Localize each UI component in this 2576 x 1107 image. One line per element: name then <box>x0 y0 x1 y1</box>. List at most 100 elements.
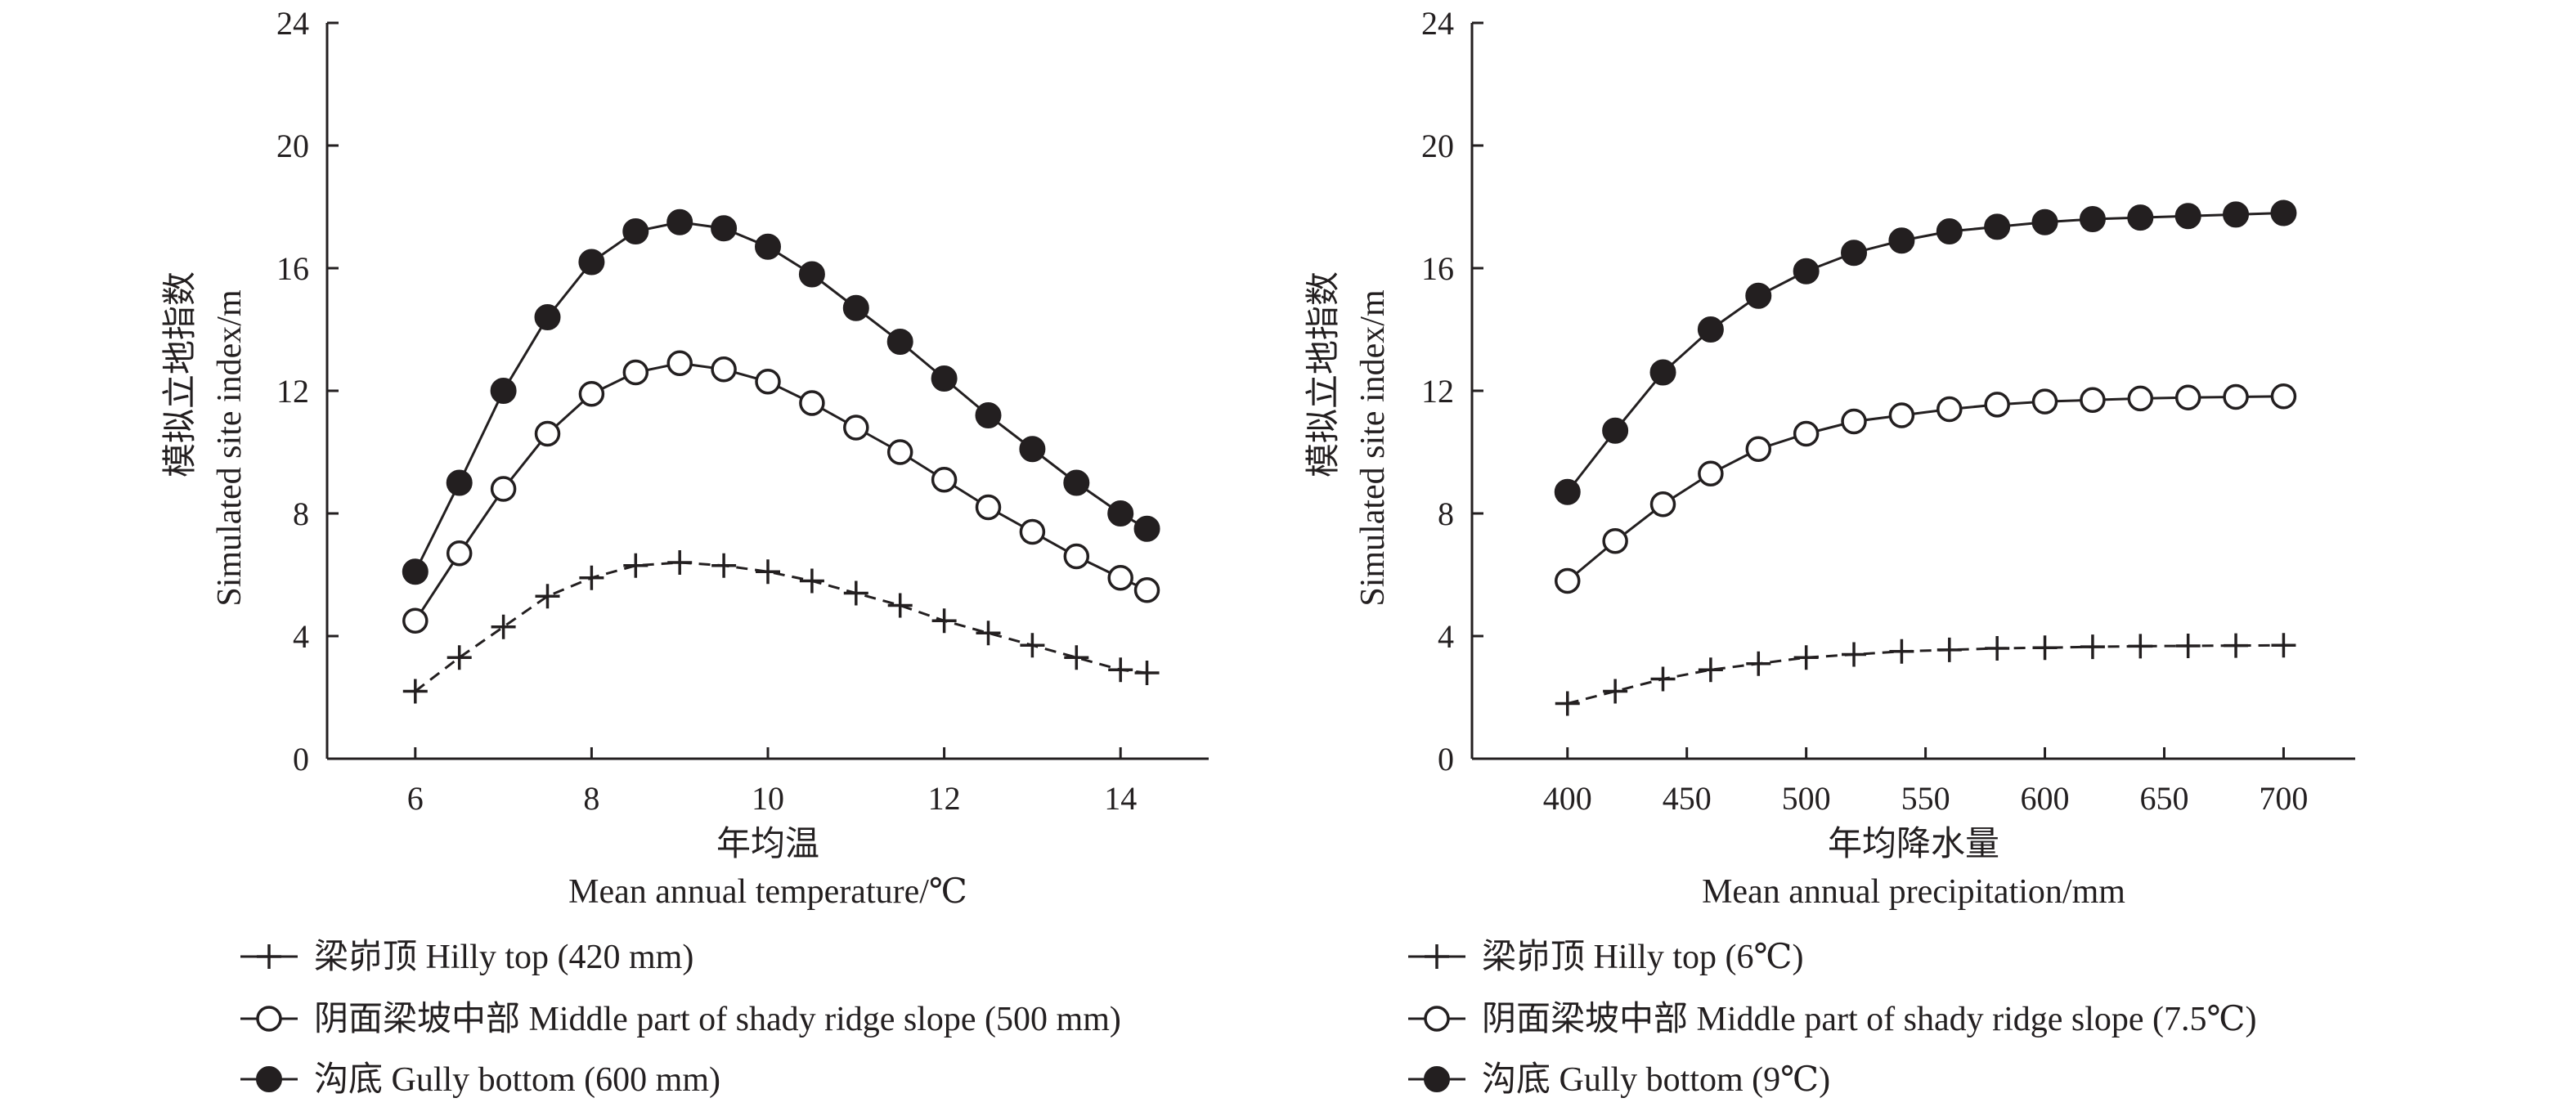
data-point <box>886 439 913 465</box>
y-tick-label: 20 <box>1421 128 1454 164</box>
legend-label: 阴面梁坡中部 Middle part of shady ridge slope … <box>1482 1001 2257 1038</box>
data-point <box>2223 383 2249 410</box>
data-point <box>842 294 869 321</box>
data-point <box>1888 402 1915 428</box>
data-point <box>931 467 958 493</box>
x-tick-label: 12 <box>928 780 961 817</box>
data-point <box>1793 258 1820 285</box>
data-point <box>534 304 561 330</box>
legend-marker <box>256 1006 282 1032</box>
chart-precipitation: 0 4 8 12 16 20 24 400 450 500 550 600 650 700 年均降水量 Mea… <box>1304 5 2355 1099</box>
y-tick-label: 16 <box>1421 250 1454 287</box>
data-point <box>578 249 605 276</box>
legend-entry: 沟底 Gully bottom (600 mm) <box>240 1061 720 1099</box>
series-line <box>414 361 1148 622</box>
data-point <box>1936 396 1963 423</box>
legend-label: 梁峁顶 Hilly top (6℃) <box>1482 939 1803 976</box>
data-point <box>2127 204 2154 231</box>
x-axis-label-cn: 年均温 <box>716 825 819 863</box>
y-tick-label: 4 <box>293 618 309 655</box>
data-point <box>975 494 1002 521</box>
x-tick-label: 550 <box>1901 780 1950 817</box>
y-axis-label-en: Simulated site index/m <box>211 289 249 607</box>
data-point <box>1697 316 1724 343</box>
y-tick-label: 20 <box>276 128 309 164</box>
data-point <box>1063 543 1090 570</box>
data-point <box>622 218 649 244</box>
data-point <box>2079 206 2106 232</box>
legend-label: 沟底 Gully bottom (9℃) <box>1482 1061 1830 1099</box>
data-point <box>446 469 473 496</box>
y-tick-label: 0 <box>1438 741 1454 778</box>
data-point <box>1745 282 1772 309</box>
series-line <box>1566 212 2284 493</box>
data-point <box>490 378 517 404</box>
data-point <box>1698 460 1724 486</box>
series-open-circle <box>1555 383 2297 594</box>
x-tick-label: 500 <box>1782 780 1831 817</box>
data-point <box>1107 500 1134 527</box>
y-tick-label: 12 <box>1421 373 1454 410</box>
data-point <box>1133 577 1160 603</box>
legend-entry: 沟底 Gully bottom (9℃) <box>1408 1061 1830 1099</box>
x-tick-label: 14 <box>1104 780 1137 817</box>
data-point <box>843 415 869 441</box>
y-axis-label-cn: 模拟立地指数 <box>161 271 200 477</box>
legend-marker <box>1424 1006 1450 1032</box>
data-point <box>446 540 473 567</box>
series-plus <box>1555 633 2296 716</box>
data-point <box>1019 436 1046 463</box>
y-tick-label: 0 <box>293 741 309 778</box>
y-tick-label: 24 <box>276 5 309 42</box>
data-point <box>799 390 825 416</box>
data-point <box>1063 469 1090 496</box>
data-point <box>490 476 517 502</box>
data-point <box>1888 227 1915 254</box>
x-tick-label: 450 <box>1663 780 1712 817</box>
data-point <box>2174 203 2201 230</box>
data-point <box>1841 408 1867 435</box>
data-point <box>1984 392 2010 418</box>
data-point <box>1649 491 1676 518</box>
chart-temperature: 0 4 8 12 16 20 24 6 8 10 12 14 年均温 Mean annual temper… <box>161 5 1209 1099</box>
x-tick-label: 600 <box>2021 780 2070 817</box>
legend-entry: 梁峁顶 Hilly top (6℃) <box>1408 939 1803 976</box>
x-tick-label: 400 <box>1543 780 1592 817</box>
data-point <box>402 558 429 585</box>
series-open-circle <box>402 350 1160 634</box>
series-plus <box>402 550 1160 704</box>
data-point <box>1936 218 1963 244</box>
series-filled-circle <box>402 208 1160 585</box>
data-point <box>622 359 649 386</box>
data-point <box>666 208 693 235</box>
series-line <box>1566 395 2284 582</box>
legend-label: 阴面梁坡中部 Middle part of shady ridge slope … <box>314 1001 1121 1038</box>
y-tick-label: 16 <box>276 250 309 287</box>
series-filled-circle <box>1554 199 2297 505</box>
data-point <box>1649 359 1676 386</box>
y-tick-label: 8 <box>1438 495 1454 532</box>
legend-entry: 梁峁顶 Hilly top (420 mm) <box>240 939 693 976</box>
data-point <box>975 402 1002 428</box>
data-point <box>578 381 605 407</box>
data-point <box>2270 199 2297 226</box>
x-tick-label: 10 <box>752 780 784 817</box>
data-point <box>798 261 825 288</box>
data-point <box>931 365 958 392</box>
series-line <box>414 221 1148 572</box>
data-point <box>534 420 561 447</box>
series-line <box>1567 643 2284 705</box>
x-axis-label-en: Mean annual temperature/℃ <box>568 873 967 911</box>
data-point <box>1602 417 1629 444</box>
x-tick-label: 6 <box>407 780 424 817</box>
y-tick-label: 24 <box>1421 5 1454 42</box>
x-tick-label: 700 <box>2259 780 2308 817</box>
data-point <box>2080 387 2106 413</box>
data-point <box>1019 518 1046 545</box>
y-axis-label-cn: 模拟立地指数 <box>1304 271 1343 477</box>
data-point <box>2223 201 2250 228</box>
data-point <box>886 329 913 355</box>
data-point <box>2174 384 2201 410</box>
y-tick-label: 12 <box>276 373 309 410</box>
legend-marker <box>1424 1066 1450 1092</box>
